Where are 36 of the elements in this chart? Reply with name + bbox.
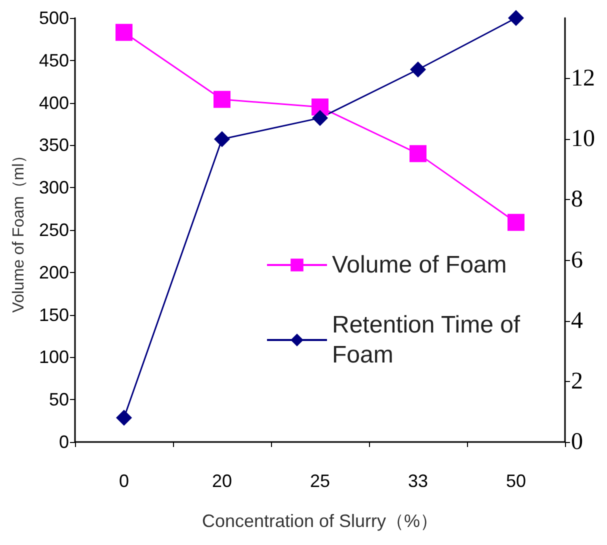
y2-tick-label: 2 — [571, 368, 583, 394]
point — [214, 131, 230, 148]
point — [410, 145, 426, 162]
y-tick-label: 450 — [38, 50, 69, 70]
x-axis-title: Concentration of Slurry（%） — [202, 511, 438, 531]
y-tick-label: 0 — [58, 432, 69, 452]
point — [214, 90, 230, 108]
x-tick-label: 50 — [506, 471, 526, 491]
y2-tick-label: 8 — [571, 186, 583, 213]
point — [508, 10, 524, 26]
point — [116, 410, 132, 426]
y-tick-label: 100 — [38, 347, 69, 368]
y2-tick-label: 6 — [571, 247, 583, 274]
point — [410, 61, 426, 78]
point — [312, 110, 328, 126]
x-tick-label: 25 — [310, 471, 330, 491]
point — [508, 214, 524, 231]
x-tick-label: 33 — [408, 471, 428, 491]
y-tick-label: 50 — [48, 390, 69, 410]
x-tick-label: 20 — [212, 471, 232, 491]
y-tick-label: 350 — [38, 135, 69, 156]
y-tick-label: 300 — [38, 178, 69, 198]
x-tick-label: 0 — [118, 471, 130, 491]
y2-tick-label: 0 — [571, 429, 583, 455]
y-axis-title: Volume of Foam（ml） — [10, 147, 28, 313]
y-tick-label: 150 — [38, 304, 69, 325]
y-tick-label: 250 — [38, 220, 69, 240]
y2-tick-label: 4 — [571, 308, 583, 334]
legend-label: Volume of Foam — [332, 252, 507, 278]
y-tick-label: 500 — [38, 8, 69, 28]
y-tick-label: 200 — [38, 262, 69, 282]
y-tick-label: 400 — [38, 92, 69, 113]
y2-tick-label: 10 — [571, 126, 595, 152]
point — [116, 24, 132, 41]
legend-label: Retention Time of Foam — [332, 312, 527, 368]
y2-tick-label: 12 — [571, 66, 595, 92]
